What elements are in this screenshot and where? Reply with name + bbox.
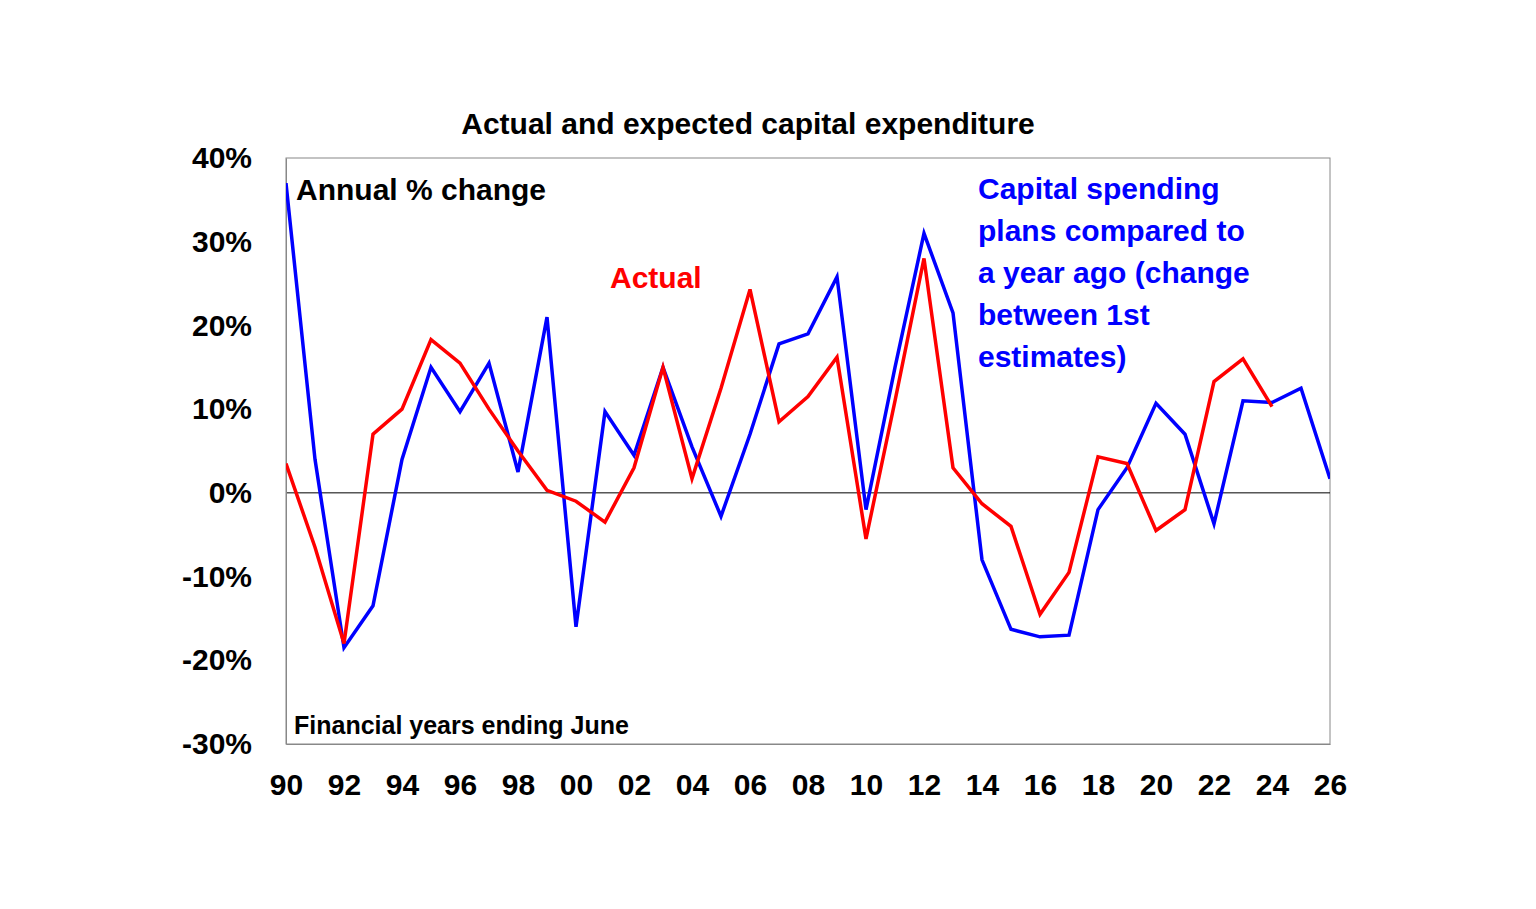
x-tick-label: 04 xyxy=(676,768,710,801)
series-line xyxy=(286,183,1330,648)
x-tick: 14 xyxy=(966,744,1000,801)
x-tick-label: 92 xyxy=(328,768,361,801)
y-tick: 20% xyxy=(192,309,286,342)
x-tick: 98 xyxy=(502,744,535,801)
y-tick: -10% xyxy=(182,560,286,593)
series-label: Actual xyxy=(610,261,702,294)
x-axis-line xyxy=(287,744,1331,745)
x-tick-label: 02 xyxy=(618,768,651,801)
x-tick: 22 xyxy=(1198,744,1231,801)
x-tick: 96 xyxy=(444,744,477,801)
series-line xyxy=(286,258,1272,643)
x-tick-label: 00 xyxy=(560,768,593,801)
x-tick: 92 xyxy=(328,744,361,801)
y-tick: -30% xyxy=(182,727,286,760)
series-label-line: between 1st xyxy=(978,298,1150,331)
zero-line xyxy=(286,492,1330,493)
y-tick-label: 10% xyxy=(192,392,252,425)
x-tick-label: 20 xyxy=(1140,768,1173,801)
x-tick: 94 xyxy=(386,744,420,801)
x-tick-label: 16 xyxy=(1024,768,1057,801)
x-tick: 04 xyxy=(676,744,710,801)
x-tick-label: 14 xyxy=(966,768,1000,801)
x-tick-label: 98 xyxy=(502,768,535,801)
x-tick-label: 12 xyxy=(908,768,941,801)
y-tick-label: 0% xyxy=(209,476,252,509)
y-tick-label: 30% xyxy=(192,225,252,258)
x-tick-label: 90 xyxy=(270,768,303,801)
x-tick: 26 xyxy=(1314,744,1347,801)
x-tick-label: 22 xyxy=(1198,768,1231,801)
y-tick: 30% xyxy=(192,225,286,258)
x-axis: 90 92 94 96 98 00 02 04 06 08 10 12 14 16 18 20 22 24 26 xyxy=(270,744,1347,801)
x-tick: 02 xyxy=(618,744,651,801)
x-tick: 06 xyxy=(734,744,767,801)
x-tick-label: 96 xyxy=(444,768,477,801)
x-tick: 24 xyxy=(1256,744,1290,801)
series-label: Capital spending plans compared to a year … xyxy=(978,172,1250,373)
y-tick: 0% xyxy=(209,476,286,509)
x-tick: 90 xyxy=(270,744,303,801)
series-label-line: Capital spending xyxy=(978,172,1220,205)
chart: -30% -20% -10% 0% 10% 20% 30% 40% 90 92 94 96 98 00 02… xyxy=(0,0,1536,909)
x-tick: 00 xyxy=(560,744,593,801)
x-tick-label: 10 xyxy=(850,768,883,801)
annotation: Annual % change xyxy=(296,173,546,206)
x-tick: 12 xyxy=(908,744,941,801)
annotation: Financial years ending June xyxy=(294,711,629,739)
x-tick-label: 08 xyxy=(792,768,825,801)
x-tick: 20 xyxy=(1140,744,1173,801)
y-tick: 10% xyxy=(192,392,286,425)
x-tick-label: 94 xyxy=(386,768,420,801)
x-tick: 10 xyxy=(850,744,883,801)
y-tick-label: -30% xyxy=(182,727,252,760)
y-axis: -30% -20% -10% 0% 10% 20% 30% 40% xyxy=(182,141,287,760)
series-label-line: a year ago (change xyxy=(978,256,1250,289)
x-tick: 16 xyxy=(1024,744,1057,801)
series-label-line: plans compared to xyxy=(978,214,1245,247)
x-tick: 08 xyxy=(792,744,825,801)
x-tick-label: 06 xyxy=(734,768,767,801)
series-label-line: Actual xyxy=(610,261,702,294)
plot-frame xyxy=(286,158,1330,744)
y-tick: -20% xyxy=(182,643,286,676)
x-tick-label: 26 xyxy=(1314,768,1347,801)
series-label-line: estimates) xyxy=(978,340,1126,373)
x-tick: 18 xyxy=(1082,744,1115,801)
y-tick-label: -10% xyxy=(182,560,252,593)
title: Actual and expected capital expenditure xyxy=(461,107,1035,140)
plot-area xyxy=(286,183,1330,648)
y-tick: 40% xyxy=(192,141,286,174)
y-tick-label: 20% xyxy=(192,309,252,342)
y-tick-label: 40% xyxy=(192,141,252,174)
y-axis-line xyxy=(286,159,287,745)
x-tick-label: 18 xyxy=(1082,768,1115,801)
x-tick-label: 24 xyxy=(1256,768,1290,801)
y-tick-label: -20% xyxy=(182,643,252,676)
